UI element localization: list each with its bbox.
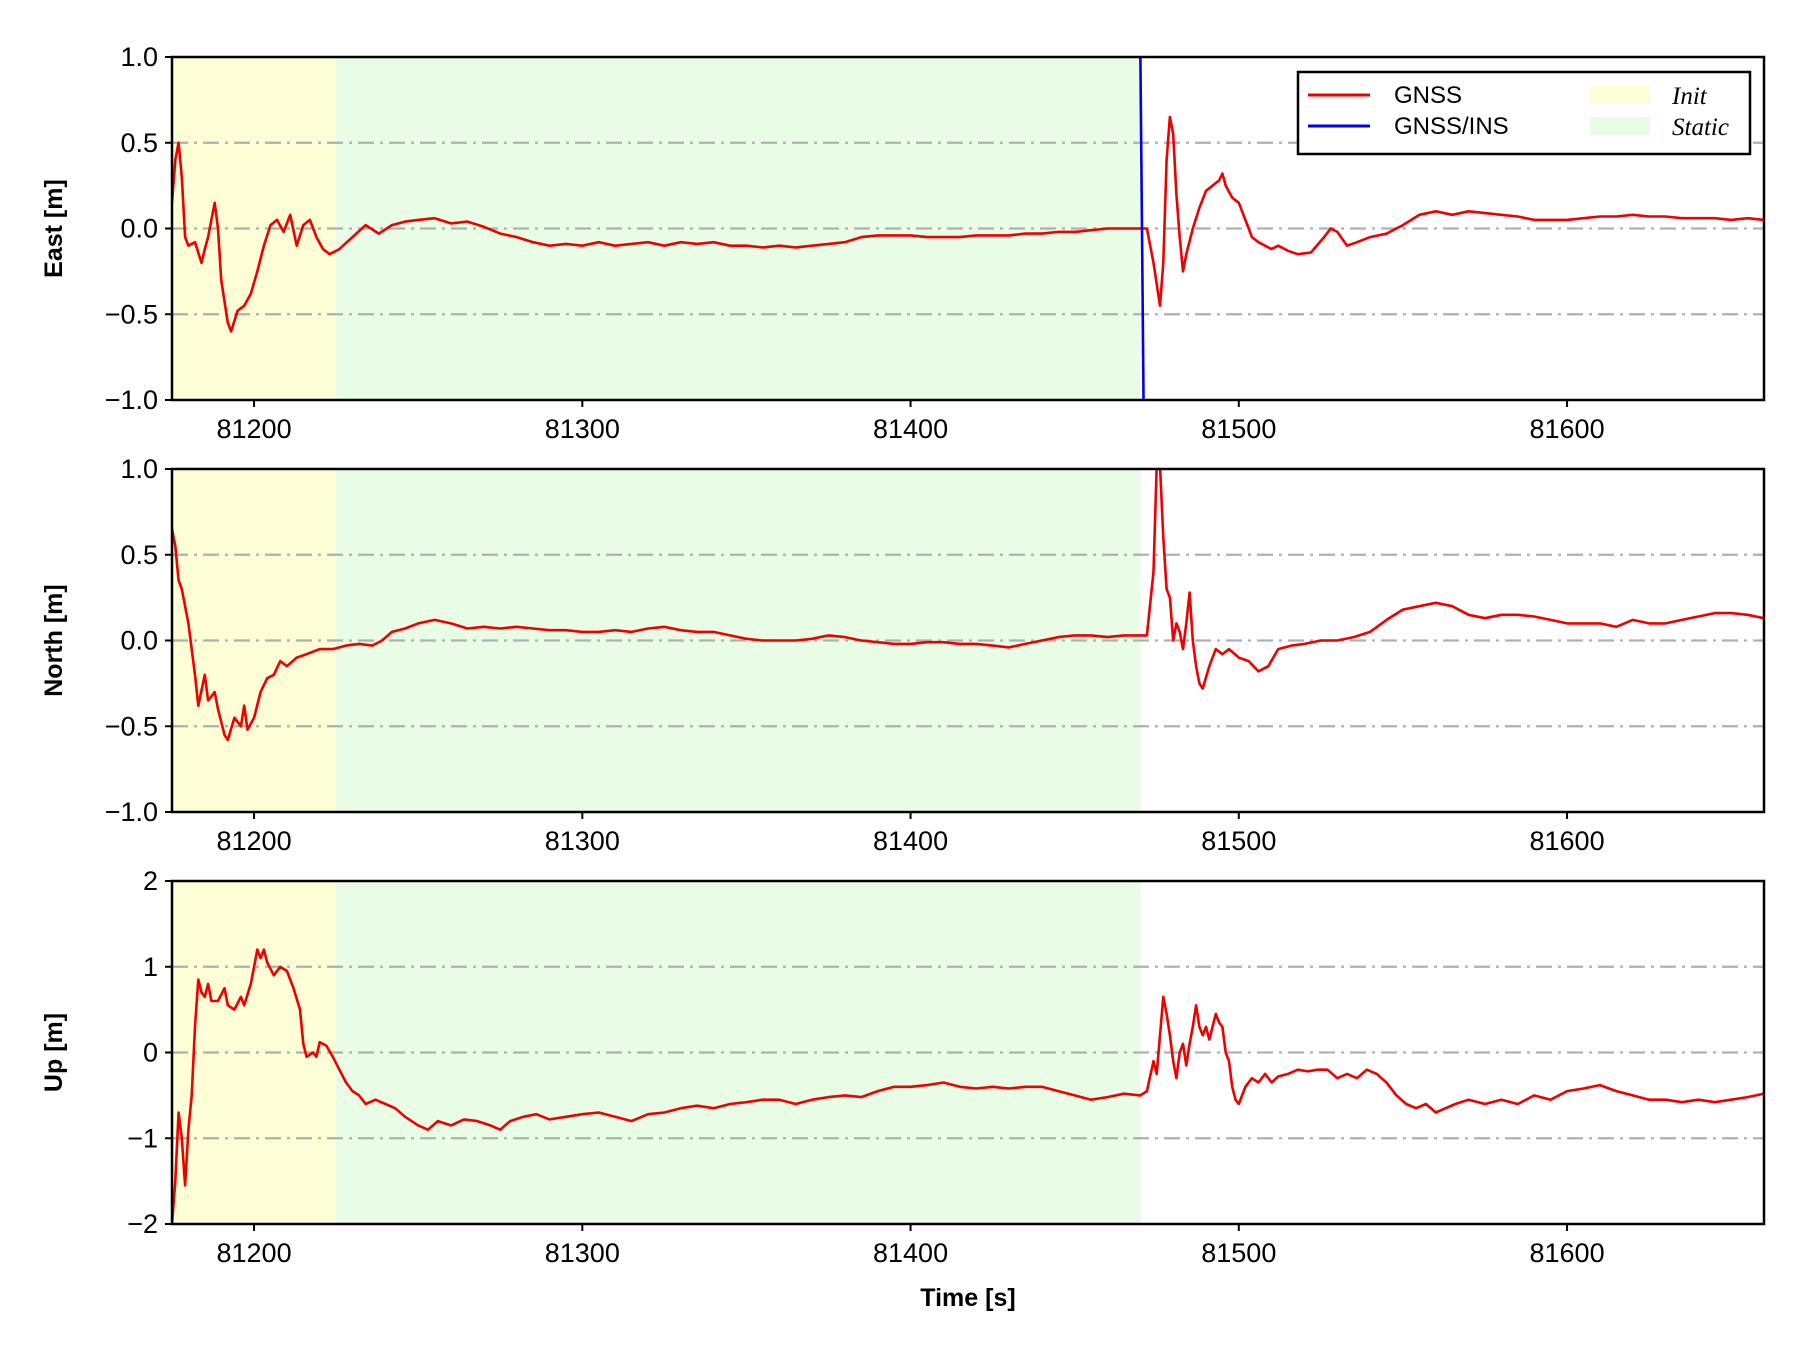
x-tick-label: 81600 [1530, 826, 1605, 856]
x-tick-label: 81600 [1530, 414, 1605, 444]
legend-gnss-ins-label: GNSS/INS [1394, 113, 1509, 140]
legend-box [1296, 70, 1752, 156]
x-tick-label: 81200 [217, 414, 292, 444]
panel-3: −2 −1 0 1 2 81200 81300 81400 81500 81600 Up [m] Ti… [40, 866, 1766, 1312]
y-tick-label: −0.5 [105, 711, 158, 741]
panel-1: −1.0 −0.5 0.0 0.5 1.0 81200 81300 81400 81500 816… [40, 42, 1766, 444]
legend-init-label: Init [1671, 83, 1708, 110]
y-tick-label: 0.0 [120, 214, 158, 244]
x-tick-label: 81500 [1201, 414, 1276, 444]
legend-static-label: Static [1672, 114, 1729, 141]
series-gnss-ins [1139, 57, 1145, 400]
x-tick-label: 81300 [545, 1238, 620, 1268]
y-tick-label: −2 [127, 1209, 158, 1239]
y-tick-label: 0.5 [120, 128, 158, 158]
y-tick-label: 2 [143, 866, 158, 896]
x-tick-label: 81300 [545, 414, 620, 444]
x-tick-label: 81300 [545, 826, 620, 856]
series-gnss [172, 115, 1764, 333]
y-tick-label: 1 [143, 952, 158, 982]
y-tick-label: −0.5 [105, 299, 158, 329]
y-tick-label: 1.0 [120, 454, 158, 484]
series-gnss [172, 948, 1764, 1224]
y-tick-label: 0 [143, 1038, 158, 1068]
y-tick-label: −1 [127, 1123, 158, 1153]
legend-init-swatch [1590, 86, 1650, 104]
y-axis-label: North [m] [40, 584, 68, 696]
x-tick-label: 81400 [873, 826, 948, 856]
y-tick-label: 0.0 [120, 626, 158, 656]
series-gnss [172, 469, 1764, 742]
panel-2: −1.0 −0.5 0.0 0.5 1.0 81200 81300 81400 81500 816… [40, 454, 1766, 856]
legend-gnss-label: GNSS [1394, 82, 1462, 109]
x-tick-label: 81600 [1530, 1238, 1605, 1268]
y-tick-label: 1.0 [120, 42, 158, 72]
y-tick-label: −1.0 [105, 797, 158, 827]
y-tick-label: 0.5 [120, 540, 158, 570]
x-tick-label: 81400 [873, 414, 948, 444]
x-tick-label: 81400 [873, 1238, 948, 1268]
panels: −1.0 −0.5 0.0 0.5 1.0 81200 81300 81400 81500 816… [40, 42, 1766, 1312]
y-axis-label: Up [m] [40, 1013, 68, 1092]
x-tick-label: 81200 [217, 1238, 292, 1268]
y-tick-label: −1.0 [105, 385, 158, 415]
legend: GNSS GNSS/INS Init Static [1296, 70, 1752, 156]
x-tick-label: 81500 [1201, 826, 1276, 856]
y-axis-label: East [m] [40, 179, 68, 278]
x-tick-label: 81500 [1201, 1238, 1276, 1268]
x-axis-label: Time [s] [920, 1284, 1015, 1312]
legend-static-swatch [1590, 117, 1650, 135]
x-tick-label: 81200 [217, 826, 292, 856]
